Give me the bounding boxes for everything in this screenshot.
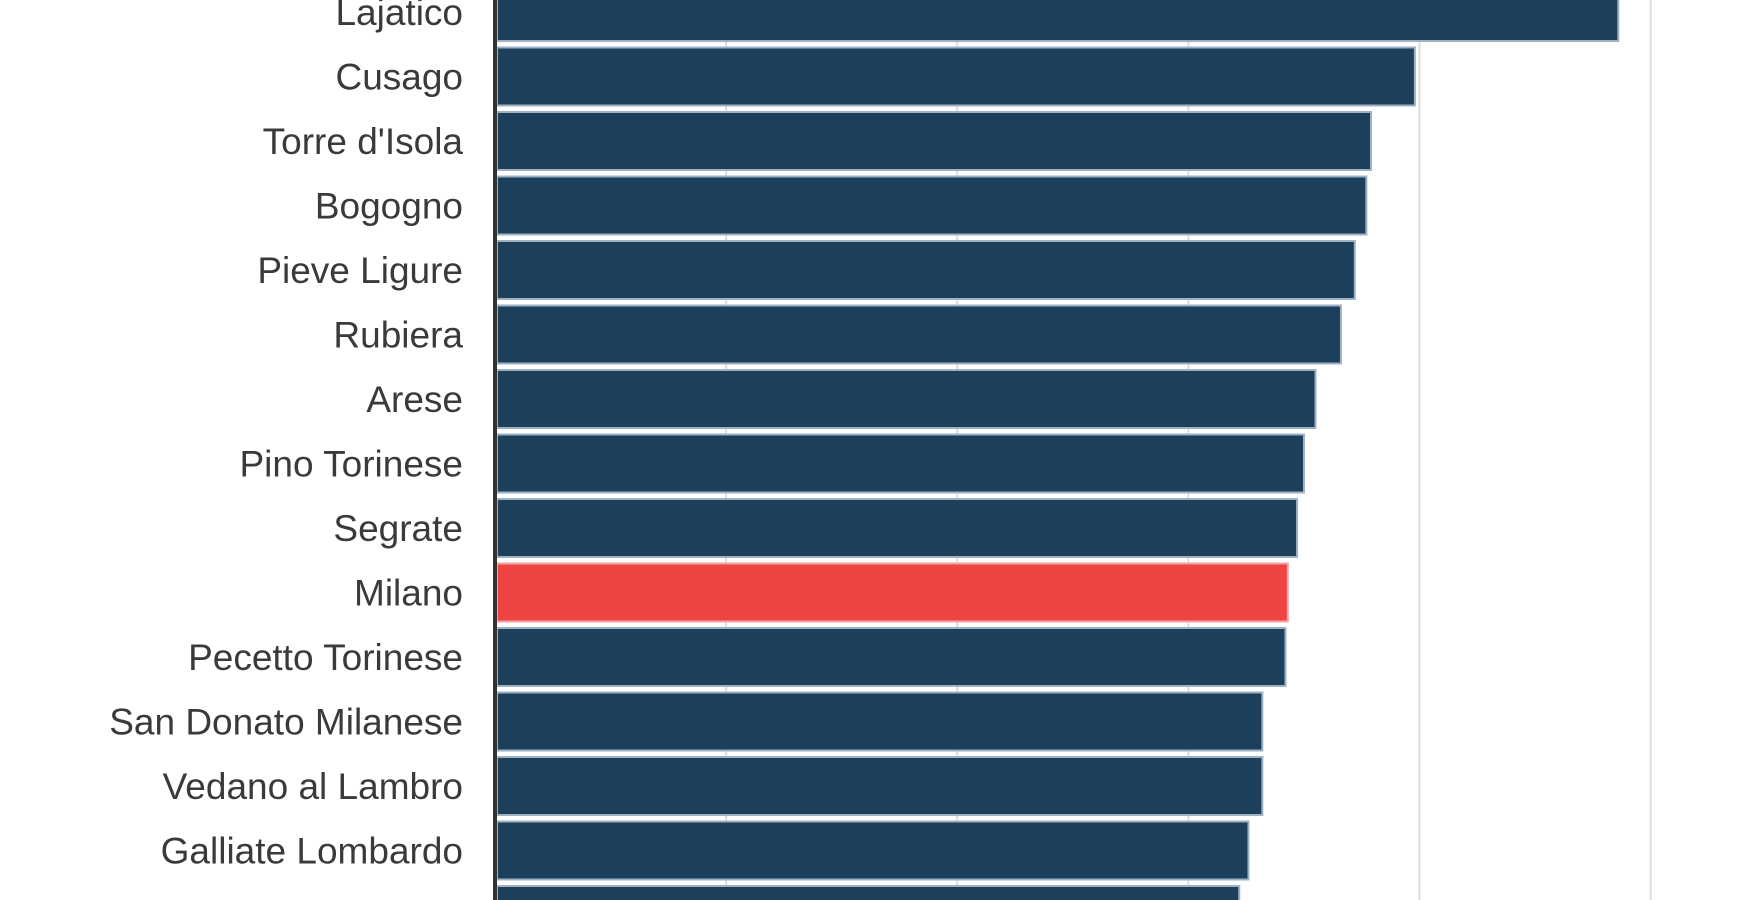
bar-galliate-lombardo [496, 820, 1250, 881]
bar-arese [496, 369, 1317, 429]
bar-rubiera [496, 304, 1342, 365]
bar-segrate [496, 498, 1299, 558]
category-labels: Lajatico Cusago Torre d'Isola Bogogno Pieve … [109, 0, 463, 900]
bars [496, 0, 1620, 900]
category-label: Galliate Lombardo [161, 831, 463, 872]
category-label: Torre d'Isola [263, 121, 464, 162]
bar-pieve-ligure [496, 240, 1356, 300]
category-label: Milano [354, 573, 463, 614]
bar-torre-d-isola [496, 111, 1372, 171]
category-label: Pino Torinese [239, 444, 463, 485]
category-label: Arese [366, 379, 463, 420]
bar-lajatico [496, 0, 1620, 42]
category-label: Pecetto Torinese [188, 637, 463, 678]
category-label: San Donato Milanese [109, 702, 463, 743]
bar-pino-torinese [496, 433, 1305, 494]
category-label: Pieve Ligure [257, 250, 463, 291]
bar-bogogno [496, 175, 1368, 236]
bar-cusago [496, 46, 1416, 107]
category-label: Rubiera [333, 315, 463, 356]
bar-vedano-al-lambro [496, 756, 1264, 816]
bar-pecetto-torinese [496, 627, 1287, 687]
category-label: Bogogno [315, 186, 463, 227]
category-label: Albavilla [325, 895, 463, 900]
category-label: Lajatico [335, 0, 463, 33]
bar-san-donato-milanese [496, 691, 1264, 752]
bar-albavilla [496, 885, 1241, 900]
bar-milano [496, 562, 1289, 623]
category-label: Vedano al Lambro [163, 766, 463, 807]
category-label: Segrate [333, 508, 463, 549]
category-label: Cusago [335, 57, 463, 98]
